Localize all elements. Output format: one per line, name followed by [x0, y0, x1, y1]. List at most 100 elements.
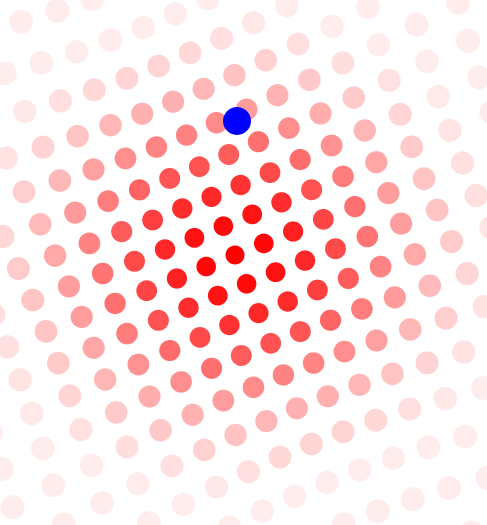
dot: [320, 14, 344, 39]
dot: [58, 384, 82, 408]
dot: [31, 135, 55, 159]
dot: [241, 11, 266, 35]
dot: [425, 198, 449, 222]
blue-marker: [223, 107, 251, 135]
dot: [445, 0, 470, 15]
dot: [91, 262, 114, 285]
dot: [159, 339, 181, 362]
dot: [265, 262, 286, 283]
dot: [475, 465, 487, 490]
dot: [82, 158, 105, 181]
dot: [260, 332, 282, 354]
dot: [236, 274, 257, 294]
dot: [171, 492, 196, 516]
dot: [450, 151, 475, 175]
dot: [212, 389, 235, 412]
dot: [342, 86, 366, 109]
dot: [331, 420, 355, 444]
dot: [247, 131, 269, 153]
dot: [479, 100, 487, 124]
dot: [48, 169, 72, 192]
dot: [147, 309, 169, 331]
dot: [149, 418, 172, 442]
dot: [160, 454, 184, 478]
dot: [0, 335, 20, 359]
dot: [48, 89, 72, 113]
dot: [300, 432, 323, 456]
dot: [364, 408, 388, 432]
dot: [266, 84, 289, 107]
dot: [0, 457, 14, 481]
dot: [98, 28, 123, 52]
dot: [0, 425, 3, 441]
dot: [64, 40, 89, 64]
dot: [80, 0, 105, 11]
dot: [104, 292, 126, 315]
dot: [331, 51, 355, 75]
dot: [46, 351, 70, 375]
dot: [344, 195, 366, 218]
dot: [28, 213, 52, 236]
dot: [131, 15, 155, 40]
dot: [456, 29, 481, 53]
dot: [388, 102, 412, 126]
dot: [97, 190, 119, 212]
dot: [365, 151, 388, 174]
dot: [31, 436, 55, 461]
dot: [184, 227, 205, 248]
dot: [66, 124, 89, 148]
dot: [45, 0, 70, 23]
dot: [253, 233, 274, 254]
dot: [286, 32, 310, 56]
dot: [136, 280, 158, 302]
dot: [415, 49, 439, 74]
dot: [437, 476, 461, 501]
dot: [268, 445, 292, 469]
dot: [115, 66, 139, 90]
dot: [301, 179, 323, 201]
dot: [440, 230, 464, 253]
dot: [250, 499, 274, 523]
dot: [248, 303, 269, 324]
dot: [0, 304, 6, 325]
dot: [78, 232, 101, 255]
dot: [272, 364, 295, 386]
dot: [224, 423, 247, 447]
dot: [172, 198, 193, 219]
dot: [332, 165, 354, 188]
dot: [138, 385, 161, 408]
dot: [116, 322, 138, 345]
dot: [416, 435, 441, 459]
dot: [383, 286, 406, 309]
dot: [294, 250, 316, 271]
dot: [189, 327, 211, 348]
dot: [114, 147, 137, 170]
dot: [217, 515, 241, 525]
dot: [175, 124, 198, 146]
dot: [178, 41, 202, 65]
dot: [204, 475, 229, 499]
dot: [230, 174, 251, 196]
dot: [196, 256, 216, 277]
dot: [142, 209, 164, 231]
dot: [12, 180, 36, 204]
dot: [128, 179, 151, 201]
dot: [57, 275, 80, 298]
dot: [259, 162, 281, 184]
dot: [316, 385, 339, 408]
dot: [464, 183, 487, 208]
dot: [111, 221, 133, 243]
dot: [79, 453, 104, 477]
dot: [69, 418, 93, 442]
dot: [455, 261, 479, 286]
dot: [201, 186, 222, 207]
dot: [348, 373, 371, 396]
dot: [64, 201, 87, 224]
dot: [210, 26, 233, 50]
dot: [20, 401, 44, 426]
dot: [43, 244, 67, 267]
dot: [325, 238, 346, 260]
dot: [365, 499, 390, 524]
